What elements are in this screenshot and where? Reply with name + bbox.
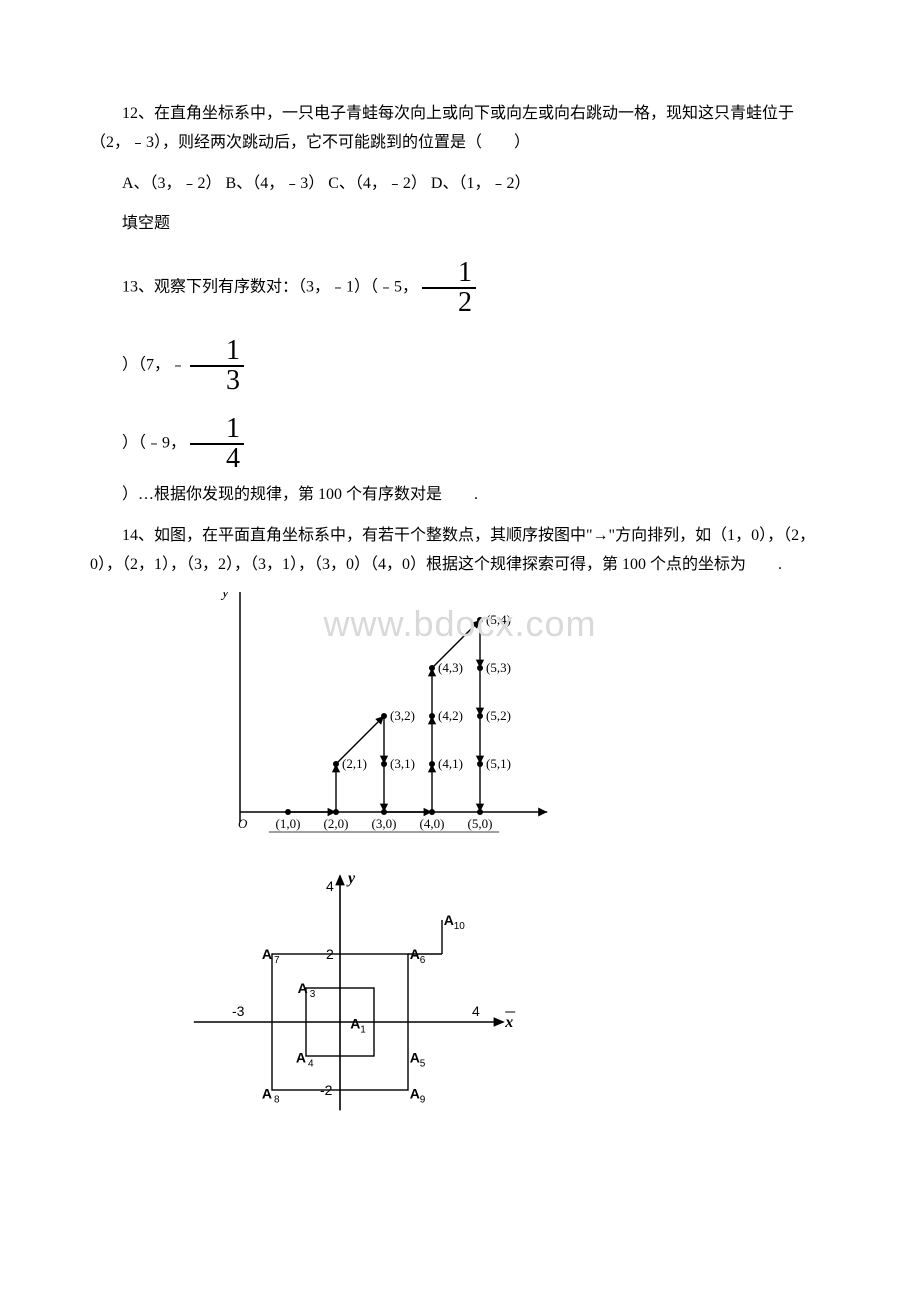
figure-2: yx42-2-34A1A3A4A5A6A7A8A9A10 <box>190 872 830 1133</box>
q13-part2: ）（7，﹣ <box>122 357 186 374</box>
svg-text:4: 4 <box>472 1003 480 1019</box>
svg-text:(2,0): (2,0) <box>324 816 349 831</box>
svg-text:6: 6 <box>420 955 426 966</box>
svg-text:(5,0): (5,0) <box>468 816 493 831</box>
svg-text:1: 1 <box>360 1024 366 1035</box>
svg-text:(4,3): (4,3) <box>438 660 463 675</box>
svg-text:8: 8 <box>274 1094 280 1105</box>
svg-text:7: 7 <box>274 955 280 966</box>
svg-text:(3,2): (3,2) <box>390 708 415 723</box>
svg-text:x: x <box>504 1014 513 1031</box>
frac-1-2: 1 2 <box>422 259 476 317</box>
svg-text:A: A <box>296 1049 306 1065</box>
svg-text:3: 3 <box>310 989 316 1000</box>
svg-text:A: A <box>262 946 272 962</box>
fill-heading: 填空题 <box>90 210 830 239</box>
svg-text:(4,1): (4,1) <box>438 756 463 771</box>
svg-text:(5,2): (5,2) <box>486 708 511 723</box>
svg-text:5: 5 <box>420 1058 426 1069</box>
svg-text:10: 10 <box>454 921 466 932</box>
q13-line2: ）（7，﹣ 1 3 <box>90 337 830 395</box>
svg-text:(3,1): (3,1) <box>390 756 415 771</box>
svg-text:y: y <box>220 592 229 601</box>
frac-1-4: 1 4 <box>190 415 244 473</box>
svg-text:y: y <box>346 872 356 887</box>
q12-options: A、（3，﹣2） B、（4，﹣3） C、（4，﹣2） D、（1，﹣2） <box>90 170 830 199</box>
svg-text:A: A <box>410 946 420 962</box>
q13-part3: ）（﹣9， <box>122 435 186 452</box>
svg-text:-3: -3 <box>232 1003 245 1019</box>
svg-text:A: A <box>262 1085 272 1101</box>
svg-text:9: 9 <box>420 1094 426 1105</box>
svg-text:O: O <box>238 816 248 831</box>
figure-1: y O (5,4) (4,3) (5,3) (3,2) (4,2) (5,2) (2,1) (3,… <box>210 592 830 852</box>
svg-text:A: A <box>410 1049 420 1065</box>
q13-line3: ）（﹣9， 1 4 <box>90 415 830 473</box>
q14-text: 14、如图，在平面直角坐标系中，有若干个整数点，其顺序按图中"→"方向排列，如（… <box>90 522 830 580</box>
svg-text:(5,4): (5,4) <box>486 612 511 627</box>
q12-text: 12、在直角坐标系中，一只电子青蛙每次向上或向下或向左或向右跳动一格，现知这只青… <box>90 100 830 158</box>
svg-text:(5,1): (5,1) <box>486 756 511 771</box>
svg-text:(3,0): (3,0) <box>372 816 397 831</box>
q13-part1: 13、观察下列有序数对：（3，﹣1）（﹣5， <box>122 279 418 296</box>
svg-text:(5,3): (5,3) <box>486 660 511 675</box>
svg-text:A: A <box>350 1015 360 1031</box>
frac-1-3: 1 3 <box>190 337 244 395</box>
svg-text:(1,0): (1,0) <box>276 816 301 831</box>
svg-text:(4,2): (4,2) <box>438 708 463 723</box>
svg-text:(2,1): (2,1) <box>342 756 367 771</box>
q13-part4: ）…根据你发现的规律，第 100 个有序数对是 . <box>90 481 830 510</box>
svg-text:-2: -2 <box>320 1082 333 1098</box>
svg-text:A: A <box>410 1085 420 1101</box>
svg-text:A: A <box>444 912 454 928</box>
svg-text:A: A <box>298 980 308 996</box>
svg-text:4: 4 <box>308 1058 314 1069</box>
q13-line1: 13、观察下列有序数对：（3，﹣1）（﹣5， 1 2 <box>90 259 830 317</box>
svg-text:(4,0): (4,0) <box>420 816 445 831</box>
svg-text:2: 2 <box>326 946 334 962</box>
svg-text:4: 4 <box>326 878 334 894</box>
